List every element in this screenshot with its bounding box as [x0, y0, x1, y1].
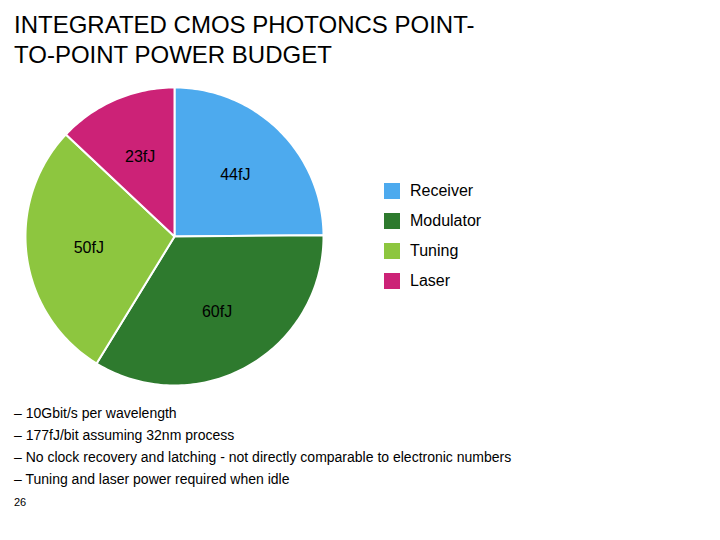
html-text:26: 26: [14, 496, 27, 508]
html-text:– Tuning and laser power requi: – Tuning and laser power required when i…: [14, 471, 290, 487]
svg-text:50fJ: 50fJ: [74, 239, 104, 256]
html-text:– No clock recovery and latchi: – No clock recovery and latching - not d…: [14, 449, 512, 465]
svg-text:23fJ: 23fJ: [125, 148, 155, 165]
html-text:– 10Gbit/s per wavelength: – 10Gbit/s per wavelength: [14, 405, 177, 421]
html-text:– 177fJ/bit assuming 32nm proc: – 177fJ/bit assuming 32nm process: [14, 427, 235, 443]
html-text:Modulator: Modulator: [410, 212, 482, 229]
html-text:INTEGRATED CMOS PHOTONCS POINT: INTEGRATED CMOS PHOTONCS POINT- TO-POINT…: [14, 11, 475, 68]
svg-text:44fJ: 44fJ: [220, 166, 250, 183]
html-text:Laser: Laser: [410, 272, 450, 289]
html-text:Tuning: Tuning: [410, 242, 459, 259]
html-text:Receiver: Receiver: [410, 182, 474, 199]
svg-text:60fJ: 60fJ: [202, 303, 232, 320]
